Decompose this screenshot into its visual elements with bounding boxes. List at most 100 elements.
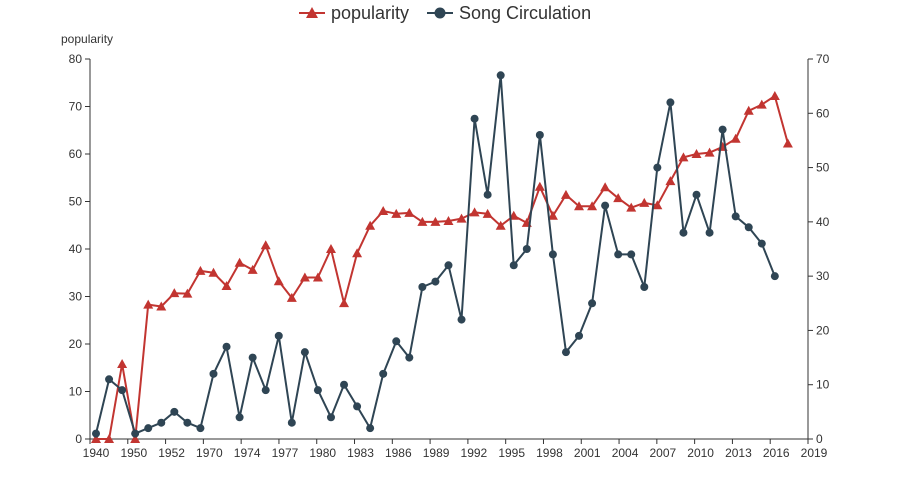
data-point-popularity[interactable] [378,206,389,215]
data-point-popularity[interactable] [417,216,428,226]
data-point-song-circulation[interactable] [509,261,518,270]
data-point-song-circulation[interactable] [457,315,466,324]
data-point-song-circulation[interactable] [326,413,335,422]
data-point-song-circulation[interactable] [744,223,753,232]
data-point-song-circulation[interactable] [640,283,649,291]
data-point-popularity[interactable] [665,176,676,186]
data-point-popularity[interactable] [339,298,350,308]
data-point-song-circulation[interactable] [522,245,531,253]
data-point-popularity[interactable] [443,215,454,225]
data-point-popularity[interactable] [560,189,571,199]
data-point-song-circulation[interactable] [170,407,179,416]
data-point-popularity[interactable] [574,201,585,211]
data-point-popularity[interactable] [247,264,258,274]
data-point-popularity[interactable] [365,220,376,230]
data-point-song-circulation[interactable] [353,402,362,411]
legend-item-song-circulation[interactable]: Song Circulation [427,3,591,23]
data-point-song-circulation[interactable] [379,369,388,378]
data-point-song-circulation[interactable] [757,239,766,248]
data-point-song-circulation[interactable] [483,190,492,199]
data-point-song-circulation[interactable] [431,277,440,286]
data-point-song-circulation[interactable] [157,418,166,427]
data-point-song-circulation[interactable] [614,250,623,259]
data-point-song-circulation[interactable] [588,299,597,308]
data-point-popularity[interactable] [678,152,689,162]
data-point-popularity[interactable] [652,200,663,210]
data-point-popularity[interactable] [352,248,363,258]
data-point-song-circulation[interactable] [340,380,349,389]
data-point-popularity[interactable] [91,434,101,443]
data-point-popularity[interactable] [325,244,336,253]
data-point-popularity[interactable] [495,220,506,230]
data-point-song-circulation[interactable] [392,337,401,346]
data-point-song-circulation[interactable] [209,369,218,378]
data-point-song-circulation[interactable] [313,386,322,395]
data-point-popularity[interactable] [430,216,441,226]
data-point-song-circulation[interactable] [261,386,270,395]
data-point-popularity[interactable] [286,292,297,302]
data-point-popularity[interactable] [547,210,558,220]
data-point-song-circulation[interactable] [183,418,192,427]
data-point-popularity[interactable] [456,213,467,223]
legend[interactable]: popularity Song Circulation [299,3,591,23]
data-point-popularity[interactable] [756,99,767,109]
data-point-popularity[interactable] [104,434,115,443]
data-point-popularity[interactable] [639,197,650,207]
data-point-song-circulation[interactable] [731,212,740,221]
data-point-popularity[interactable] [769,91,780,101]
data-point-song-circulation[interactable] [470,114,479,123]
data-point-song-circulation[interactable] [653,163,662,172]
data-point-song-circulation[interactable] [92,429,100,438]
data-point-song-circulation[interactable] [287,418,296,427]
data-point-song-circulation[interactable] [666,98,675,107]
data-point-song-circulation[interactable] [366,424,375,433]
data-point-song-circulation[interactable] [105,375,114,384]
data-point-song-circulation[interactable] [248,353,257,362]
data-point-popularity[interactable] [182,288,193,298]
data-point-song-circulation[interactable] [405,353,414,362]
data-point-song-circulation[interactable] [196,424,205,433]
data-point-song-circulation[interactable] [718,125,727,134]
data-point-song-circulation[interactable] [131,429,140,438]
data-point-song-circulation[interactable] [274,331,283,340]
data-point-song-circulation[interactable] [679,228,688,237]
data-point-popularity[interactable] [208,267,219,277]
data-point-popularity[interactable] [117,358,128,368]
data-point-song-circulation[interactable] [496,71,505,80]
data-point-song-circulation[interactable] [548,250,557,259]
legend-item-popularity[interactable]: popularity [299,3,409,23]
data-point-popularity[interactable] [143,299,154,309]
data-point-popularity[interactable] [534,181,545,191]
data-point-song-circulation[interactable] [770,272,779,281]
data-point-popularity[interactable] [221,281,232,291]
data-point-popularity[interactable] [404,207,415,217]
data-point-popularity[interactable] [743,105,754,115]
data-point-song-circulation[interactable] [300,348,309,357]
data-point-song-circulation[interactable] [222,342,231,351]
data-point-song-circulation[interactable] [561,348,570,357]
data-point-song-circulation[interactable] [418,283,427,291]
data-point-popularity[interactable] [234,257,245,267]
data-point-popularity[interactable] [691,149,702,158]
data-point-popularity[interactable] [587,201,598,211]
data-point-popularity[interactable] [782,138,793,148]
data-point-song-circulation[interactable] [705,228,714,237]
data-point-song-circulation[interactable] [444,261,453,270]
data-point-popularity[interactable] [299,272,310,282]
data-point-popularity[interactable] [391,208,402,218]
data-point-popularity[interactable] [195,265,206,275]
data-point-popularity[interactable] [613,193,624,203]
data-point-popularity[interactable] [169,288,180,298]
data-point-song-circulation[interactable] [235,413,244,422]
data-point-song-circulation[interactable] [601,201,610,210]
data-point-popularity[interactable] [600,182,611,192]
data-point-popularity[interactable] [482,208,493,218]
data-point-song-circulation[interactable] [144,424,153,433]
data-point-popularity[interactable] [704,147,715,157]
data-point-song-circulation[interactable] [535,131,544,139]
data-point-popularity[interactable] [156,301,167,311]
data-point-song-circulation[interactable] [692,190,701,199]
data-point-popularity[interactable] [469,207,480,217]
data-point-song-circulation[interactable] [118,386,127,395]
data-point-popularity[interactable] [273,276,284,286]
